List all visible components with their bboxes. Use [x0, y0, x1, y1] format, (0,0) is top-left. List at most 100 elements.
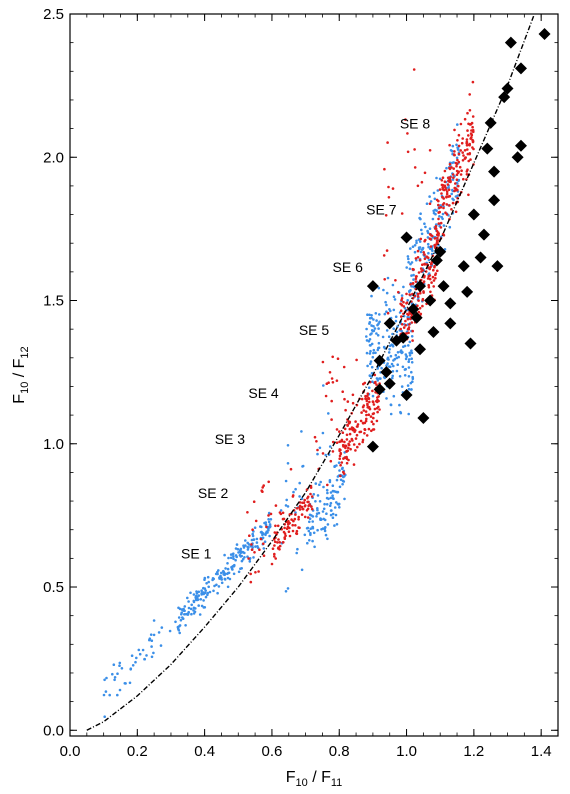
blue-scatter-point — [207, 585, 210, 589]
red-scatter-point — [359, 419, 363, 423]
diamond-point — [501, 82, 514, 95]
red-scatter-point — [466, 111, 469, 115]
red-scatter-point — [457, 133, 461, 137]
blue-scatter-point — [229, 553, 233, 556]
red-scatter-point — [469, 158, 472, 161]
red-scatter-point — [467, 134, 470, 137]
blue-scatter-point — [192, 599, 196, 603]
blue-scatter-point — [386, 357, 389, 361]
blue-scatter-point — [323, 527, 326, 531]
blue-scatter-point — [388, 348, 391, 351]
red-scatter-point — [293, 517, 297, 521]
red-scatter-point — [406, 327, 410, 331]
red-scatter-point — [447, 188, 451, 191]
blue-scatter-point — [410, 285, 413, 288]
blue-scatter-point — [385, 329, 389, 332]
blue-scatter-point — [385, 303, 388, 307]
blue-scatter-point — [410, 370, 413, 374]
blue-scatter-point — [248, 560, 252, 563]
blue-scatter-point — [410, 261, 414, 264]
red-scatter-point — [408, 323, 411, 326]
red-scatter-point — [439, 221, 443, 225]
red-scatter-point — [445, 196, 448, 199]
blue-scatter-point — [329, 501, 333, 505]
blue-scatter-point — [392, 394, 396, 398]
blue-scatter-point — [137, 648, 141, 652]
blue-scatter-point — [295, 551, 299, 555]
blue-scatter-point — [183, 605, 187, 608]
red-scatter-point — [274, 524, 277, 528]
blue-scatter-point — [152, 633, 156, 637]
blue-scatter-point — [410, 349, 413, 353]
red-scatter-point — [411, 339, 414, 342]
red-scatter-point — [248, 534, 251, 537]
blue-scatter-point — [335, 501, 338, 504]
blue-scatter-point — [223, 578, 227, 581]
blue-scatter-point — [111, 672, 114, 676]
blue-scatter-point — [407, 257, 410, 261]
blue-scatter-point — [386, 362, 389, 365]
blue-scatter-point — [336, 475, 340, 478]
red-scatter-point — [277, 538, 280, 541]
red-scatter-point — [459, 173, 463, 176]
red-scatter-point — [434, 225, 438, 228]
red-scatter-point — [424, 270, 428, 273]
blue-scatter-point — [192, 606, 196, 610]
red-scatter-point — [365, 417, 368, 421]
y-axis-title-sub-a: 10 — [19, 382, 31, 394]
blue-scatter-point — [339, 478, 343, 482]
blue-scatter-point — [380, 366, 383, 370]
blue-scatter-point — [319, 480, 323, 484]
blue-scatter-point — [197, 604, 200, 607]
diamond-point — [488, 194, 501, 207]
red-scatter-point — [428, 274, 432, 277]
blue-scatter-point — [303, 533, 307, 537]
red-scatter-point — [338, 457, 342, 461]
red-scatter-point — [394, 279, 397, 282]
red-scatter-point — [292, 519, 295, 523]
red-scatter-point — [452, 176, 455, 179]
blue-scatter-point — [319, 517, 322, 520]
diamond-point — [366, 440, 379, 453]
blue-scatter-point — [256, 545, 259, 548]
red-scatter-point — [462, 177, 465, 181]
red-scatter-point — [433, 243, 437, 247]
blue-scatter-point — [329, 496, 333, 500]
red-scatter-point — [437, 199, 440, 203]
blue-scatter-point — [390, 362, 394, 366]
blue-scatter-point — [415, 241, 418, 245]
blue-scatter-point — [340, 467, 344, 471]
red-scatter-point — [462, 154, 465, 157]
blue-scatter-point — [395, 330, 399, 334]
annotations: SE 1 SE 2 SE 3 SE 4 SE 5 SE 6 SE 7 SE 8 — [181, 116, 430, 562]
blue-scatter-point — [152, 619, 156, 622]
red-scatter-point — [347, 420, 350, 423]
x-tick-label: 0.0 — [60, 743, 81, 760]
red-scatter-point — [427, 283, 431, 287]
red-scatter-point — [335, 441, 339, 445]
red-scatter-point — [471, 138, 474, 142]
red-scatter-point — [348, 432, 352, 436]
blue-scatter-point — [112, 663, 116, 666]
blue-scatter-point — [190, 612, 193, 616]
red-scatter-point — [339, 474, 342, 478]
blue-scatter-point — [372, 348, 376, 352]
blue-scatter-point — [377, 341, 381, 345]
blue-scatter-point — [456, 123, 459, 126]
red-scatter-point — [371, 400, 375, 403]
diamond-point — [417, 411, 430, 424]
red-scatter-point — [435, 239, 439, 242]
blue-scatter-point — [333, 465, 336, 469]
blue-scatter-point — [402, 345, 405, 349]
red-scatter-point — [465, 138, 469, 141]
blue-scatter-point — [405, 355, 408, 358]
red-scatter-point — [295, 532, 298, 535]
diamond-point — [427, 326, 440, 339]
red-scatter-point — [463, 157, 467, 160]
blue-scatter-point — [105, 676, 108, 680]
red-scatter-point — [330, 418, 333, 421]
blue-scatter-point — [327, 497, 330, 501]
red-scatter-point — [261, 486, 265, 489]
diamond-point — [491, 260, 504, 273]
red-scatter-point — [330, 377, 334, 380]
